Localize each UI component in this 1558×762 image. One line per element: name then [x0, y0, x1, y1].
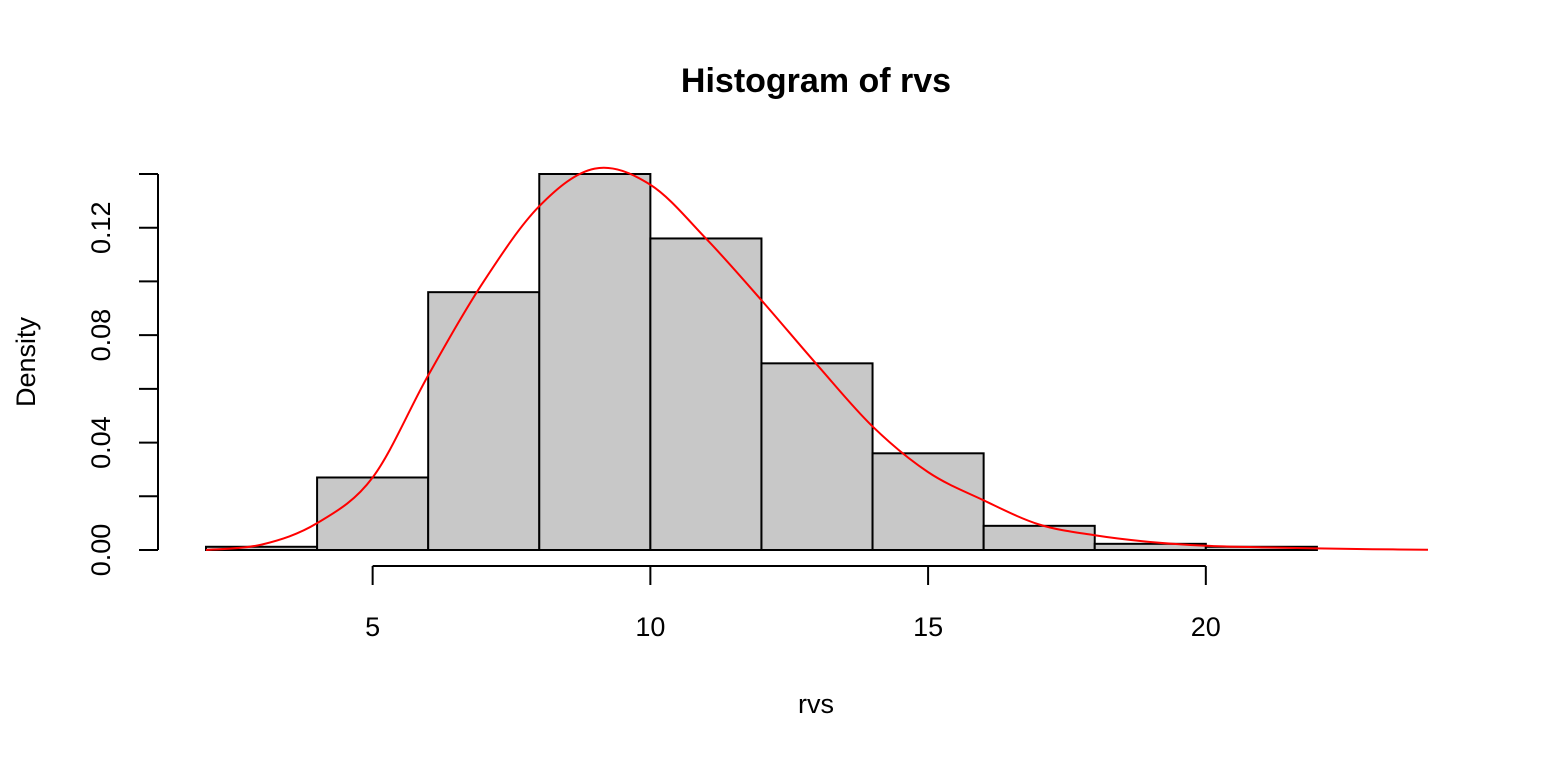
density-curve-layer: [205, 166, 1429, 551]
histogram-bar: [427, 291, 541, 551]
x-axis-tick-label: 20: [1191, 612, 1221, 642]
x-axis-tick-label: 5: [365, 612, 380, 642]
y-axis: 0.00 0.04 0.08 0.12: [86, 173, 159, 577]
histogram-bar: [982, 524, 1096, 551]
histogram-bar: [871, 452, 985, 552]
histogram-bar: [649, 237, 763, 551]
density-curve: [205, 166, 1429, 551]
y-axis-tick-label: 0.12: [86, 201, 116, 254]
y-axis-label: Density: [11, 316, 41, 407]
chart-title: Histogram of rvs: [681, 62, 951, 100]
x-axis-label: rvs: [798, 689, 834, 719]
histogram-bar: [538, 173, 652, 551]
y-axis-tick-label: 0.04: [86, 416, 116, 469]
x-axis: 5 10 15 20: [365, 565, 1221, 642]
y-axis-tick-label: 0.08: [86, 309, 116, 362]
histogram-bars: [205, 173, 1318, 552]
histogram-bar: [760, 362, 874, 552]
y-axis-tick-label: 0.00: [86, 524, 116, 577]
x-axis-tick-label: 15: [913, 612, 943, 642]
x-axis-tick-label: 10: [635, 612, 665, 642]
